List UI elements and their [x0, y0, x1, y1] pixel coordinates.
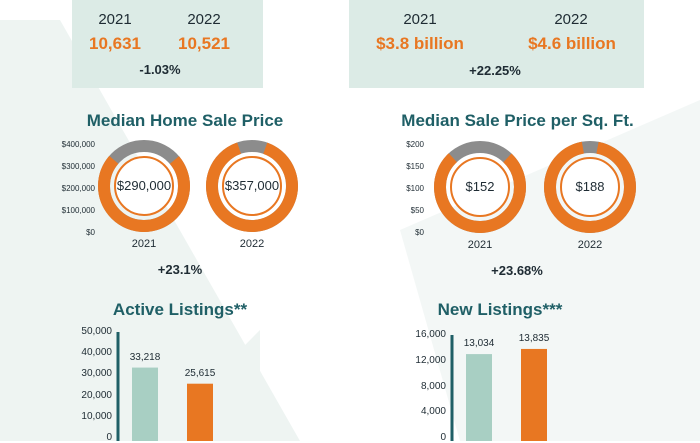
top-right-change: +22.25%	[469, 63, 521, 78]
bar-0	[132, 367, 158, 441]
y-tick-label: 16,000	[415, 329, 446, 340]
bar-value-label: 25,615	[184, 367, 216, 379]
donut-value-label: $357,000	[224, 178, 280, 193]
y-tick-label: $0	[415, 228, 424, 237]
top-right-panel	[349, 0, 644, 88]
y-tick-label: $200,000	[61, 184, 95, 193]
y-tick-label: 10,000	[81, 410, 112, 422]
chart-title-price-per-sqft: Median Sale Price per Sq. Ft.	[401, 111, 634, 130]
top-left-panel	[72, 0, 263, 88]
y-tick-label: $200	[406, 140, 424, 149]
donut-arc-2022	[206, 140, 298, 232]
donut-year-label: 2021	[467, 239, 493, 251]
bar-1	[187, 383, 213, 441]
donut-year-label: 2022	[577, 239, 603, 251]
y-tick-label: $400,000	[61, 140, 95, 149]
y-tick-label: 30,000	[81, 368, 112, 380]
y-tick-label: 0	[440, 432, 446, 443]
bar-1	[521, 348, 547, 441]
donut-year-label: 2022	[239, 238, 265, 250]
donut-value-label: $188	[575, 179, 605, 194]
donut-inner	[114, 156, 174, 216]
top-right-value-2: $4.6 billion	[528, 34, 616, 53]
top-right-year-1: 2021	[403, 11, 437, 28]
y-tick-label: 12,000	[415, 354, 446, 366]
chart-title-new-listings: New Listings***	[437, 300, 563, 319]
y-tick-label: 8,000	[420, 380, 446, 392]
donut-value-label: $152	[465, 179, 495, 194]
chart-title-median-price: Median Home Sale Price	[86, 111, 284, 130]
top-right-value-1: $3.8 billion	[376, 34, 464, 53]
bar-value-label: 13,034	[463, 338, 495, 350]
bar-value-label: 33,218	[129, 351, 161, 363]
donut-year-label: 2021	[131, 238, 157, 250]
y-tick-label: $0	[86, 228, 95, 237]
donut-value-label: $290,000	[116, 178, 172, 193]
donut-inner	[560, 157, 620, 217]
top-right-year-2: 2022	[554, 11, 588, 28]
y-tick-label: 40,000	[81, 347, 112, 359]
donut-arc-2021	[434, 141, 526, 233]
top-left-year-1: 2021	[98, 11, 132, 28]
bar-value-label: 13,835	[518, 332, 550, 344]
y-tick-label: 50,000	[81, 326, 112, 337]
y-tick-label: $50	[410, 206, 424, 215]
median-price-change: +23.1%	[157, 262, 203, 277]
y-tick-label: $150	[406, 162, 424, 171]
top-left-value-1: 10,631	[89, 34, 141, 53]
donut-arc-2021	[98, 140, 190, 232]
donut-inner	[222, 156, 282, 216]
chart-title-active-listings: Active Listings**	[112, 300, 248, 319]
y-tick-label: 20,000	[81, 389, 112, 401]
top-left-change: -1.03%	[139, 62, 181, 77]
bar-0	[466, 354, 492, 441]
donut-inner	[450, 157, 510, 217]
top-left-value-2: 10,521	[178, 34, 230, 53]
y-tick-label: 0	[106, 432, 112, 443]
y-tick-label: 4,000	[420, 406, 446, 418]
y-tick-label: $100	[406, 184, 424, 193]
y-tick-label: $300,000	[61, 162, 95, 171]
price-per-sqft-change: +23.68%	[491, 263, 543, 278]
y-tick-label: $100,000	[61, 206, 95, 215]
top-left-year-2: 2022	[187, 11, 221, 28]
